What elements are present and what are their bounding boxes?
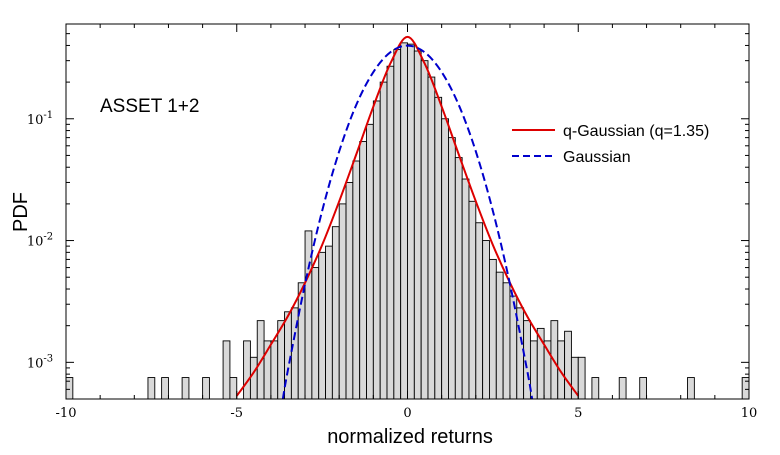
- histogram-bar: [222, 340, 231, 400]
- histogram-bar: [618, 377, 627, 400]
- histogram-bar: [400, 42, 408, 400]
- histogram-bar: [489, 258, 497, 400]
- histogram-bar: [393, 49, 402, 400]
- y-axis-title: PDF: [10, 192, 32, 232]
- histogram-bar: [420, 60, 429, 400]
- histogram-bar: [461, 178, 470, 400]
- histogram-bar: [468, 200, 477, 400]
- histogram-bar: [591, 377, 600, 400]
- legend-label-q-gaussian: q-Gaussian (q=1.35): [563, 123, 709, 140]
- histogram-bar: [427, 76, 436, 400]
- histogram-bar: [359, 141, 367, 400]
- y-tick-label: 10-1: [27, 110, 53, 128]
- histogram-bar: [229, 377, 238, 400]
- histogram-bar: [454, 157, 463, 400]
- histogram-bar: [366, 123, 374, 400]
- y-tick-label: 10-3: [27, 353, 53, 371]
- histogram-bar: [448, 137, 456, 400]
- x-tick-label: 10: [741, 406, 758, 421]
- histogram-bar: [338, 203, 347, 400]
- histogram-bar: [407, 43, 415, 400]
- legend: q-Gaussian (q=1.35) Gaussian: [512, 123, 709, 166]
- histogram-bar: [516, 307, 525, 400]
- x-tick-label: 0: [403, 406, 411, 421]
- histogram-bar: [413, 50, 422, 400]
- gaussian-curve: [281, 44, 534, 399]
- histogram-bar: [441, 118, 449, 400]
- x-axis-title: normalized returns: [327, 426, 493, 448]
- axes: -10 -5 0 5 10 10-3 10-2 10-1: [27, 23, 758, 421]
- histogram-bar: [345, 181, 354, 400]
- histogram-bar: [475, 222, 484, 400]
- plot-area: [65, 35, 750, 400]
- histogram-bar: [434, 96, 443, 400]
- legend-label-gaussian: Gaussian: [563, 149, 631, 166]
- histogram-bar: [202, 377, 210, 400]
- dataset-annotation: ASSET 1+2: [100, 96, 199, 117]
- histogram-bar: [577, 356, 586, 400]
- histogram-bar: [318, 251, 326, 400]
- histogram-bar: [147, 377, 156, 400]
- histogram-bar: [161, 377, 169, 400]
- histogram-bar: [181, 377, 190, 400]
- y-tick-label: 10-2: [27, 232, 53, 250]
- histogram-bar: [564, 330, 572, 400]
- histogram-bar: [352, 160, 361, 400]
- histogram-bar: [502, 282, 511, 400]
- x-tick-label: 5: [574, 406, 582, 421]
- q-gaussian-curve: [235, 35, 580, 397]
- histogram-bar: [372, 100, 381, 400]
- histogram-bar: [331, 226, 340, 400]
- x-tick-label: -10: [56, 406, 77, 421]
- histogram-bar: [386, 65, 395, 400]
- histogram-bar: [509, 295, 518, 400]
- histogram-bar: [249, 356, 258, 400]
- x-tick-label: -5: [230, 406, 243, 421]
- histogram-bar: [243, 340, 251, 400]
- histogram-bar: [325, 245, 333, 400]
- histogram-bar: [495, 271, 504, 400]
- histogram-bar: [482, 240, 490, 400]
- histogram-bar: [379, 81, 388, 400]
- histogram-bar: [270, 340, 279, 400]
- histogram-bar: [311, 267, 320, 400]
- histogram-bar: [687, 377, 695, 400]
- histogram-bar: [639, 377, 647, 400]
